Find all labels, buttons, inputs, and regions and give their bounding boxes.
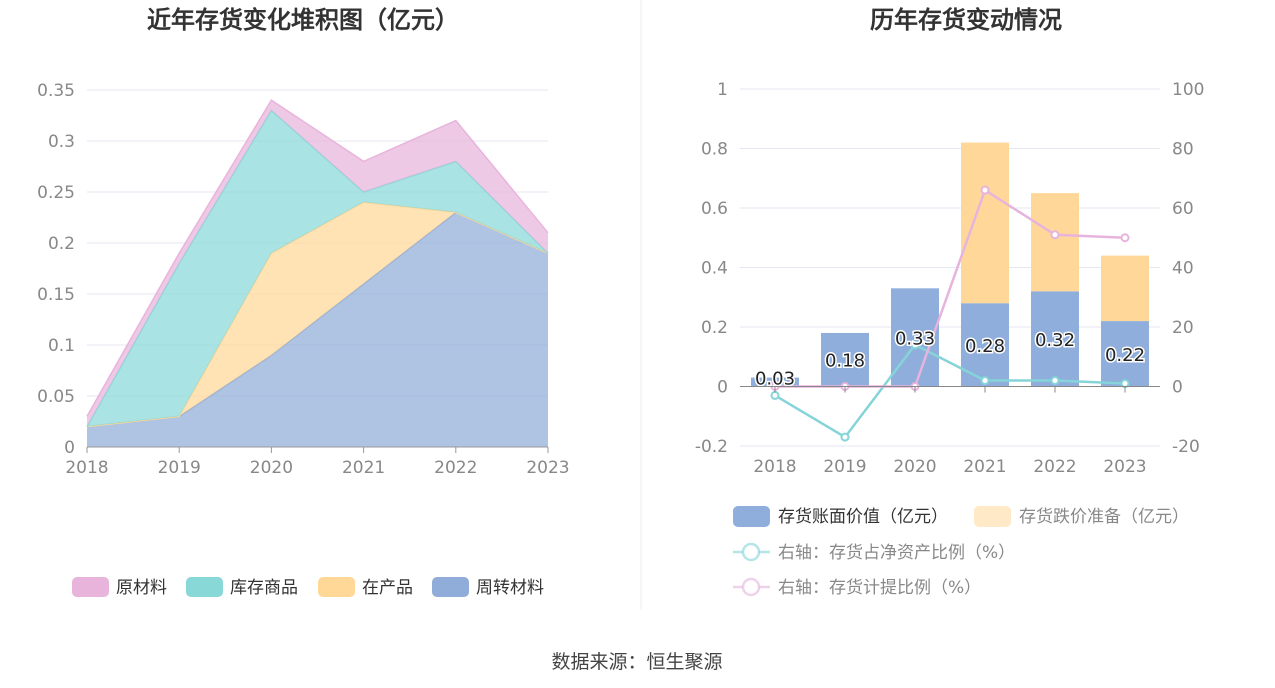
legend-label-line[interactable]: 右轴：存货计提比例（%） xyxy=(778,578,981,598)
legend-label-line[interactable]: 右轴：存货占净资产比例（%） xyxy=(778,543,1015,563)
bar-book-value[interactable] xyxy=(891,288,939,387)
line-point[interactable] xyxy=(980,376,990,386)
left-x-tick: 2019 xyxy=(158,458,201,478)
right-grid xyxy=(740,88,1160,447)
left-y-tick: 0.1 xyxy=(48,336,75,356)
left-legend-swatch[interactable] xyxy=(186,577,223,597)
left-y-tick: 0.3 xyxy=(48,132,75,152)
bar-value-label: 0.32 xyxy=(1035,330,1075,351)
line-point[interactable] xyxy=(1120,379,1130,389)
right-x-tick: 2020 xyxy=(893,457,936,477)
right-y2-tick: -20 xyxy=(1172,437,1200,457)
left-legend-label[interactable]: 原材料 xyxy=(116,578,167,598)
left-areas xyxy=(86,99,549,447)
left-legend-swatch[interactable] xyxy=(432,577,469,597)
line-point[interactable] xyxy=(1050,230,1060,240)
bar-value-label: 0.22 xyxy=(1105,345,1145,366)
left-y-tick: 0.15 xyxy=(37,285,75,305)
left-x-tick: 2021 xyxy=(342,458,385,478)
legend-line-marker[interactable] xyxy=(741,542,761,562)
right-x-tick: 2022 xyxy=(1033,457,1076,477)
stacked-area-chart: 近年存货变化堆积图（亿元） 0 0.05 0.1 0.15 0.2 0.25 0.3 0.35… xyxy=(37,6,569,598)
left-legend-label[interactable]: 库存商品 xyxy=(230,578,298,598)
right-axes: -0.2 0 0.2 0.4 0.6 0.8 1 -20 0 20 40 60 80 100 2018 201… xyxy=(695,80,1205,477)
stacked-bar-line-chart: 历年存货变动情况 0.030.180.33 0.28 0.320.22 -0.200… xyxy=(695,6,1205,598)
legend-swatch-book[interactable] xyxy=(733,506,770,527)
line-series-0 xyxy=(774,343,1126,439)
right-y2-tick: 0 xyxy=(1172,378,1183,398)
right-bar-labels: 0.030.180.33 0.28 0.320.22 xyxy=(753,327,1146,391)
legend-swatch-provision[interactable] xyxy=(974,506,1011,527)
right-x-tick: 2021 xyxy=(963,457,1006,477)
line-point[interactable] xyxy=(910,340,920,350)
left-y-tick: 0.25 xyxy=(37,183,75,203)
right-y-tick: 0.6 xyxy=(701,199,728,219)
bar-book-value[interactable] xyxy=(821,332,869,387)
left-x-tick: 2020 xyxy=(250,458,293,478)
left-legend-label[interactable]: 周转材料 xyxy=(476,578,544,598)
area-2 xyxy=(87,110,548,427)
bar-value-label: 0.33 xyxy=(895,328,935,349)
right-x-tick: 2018 xyxy=(753,457,796,477)
left-y-tick: 0.05 xyxy=(37,387,75,407)
left-legend: 原材料 库存商品 在产品 周转材料 xyxy=(72,577,544,598)
right-x-tick: 2023 xyxy=(1103,457,1146,477)
right-y-tick: 1 xyxy=(717,80,728,100)
legend-line-marker[interactable] xyxy=(741,577,761,597)
right-y-tick: 0 xyxy=(717,378,728,398)
line-point[interactable] xyxy=(840,432,850,442)
left-legend-label[interactable]: 在产品 xyxy=(362,578,413,598)
right-legend: 存货账面价值（亿元） 存货跌价准备（亿元）右轴：存货占净资产比例（%） 右轴：存货计… xyxy=(733,506,1189,598)
left-y-tick: 0.2 xyxy=(48,234,75,254)
left-x-tick: 2018 xyxy=(65,458,108,478)
area-0 xyxy=(87,212,548,447)
left-x-tick: 2023 xyxy=(526,458,569,478)
left-y-tick: 0.35 xyxy=(37,81,75,101)
right-y2-tick: 100 xyxy=(1172,80,1204,100)
bar-book-value[interactable] xyxy=(1031,291,1079,387)
right-y-tick: 0.4 xyxy=(701,259,728,279)
right-y-tick: -0.2 xyxy=(695,437,728,457)
left-y-tick: 0 xyxy=(64,438,75,458)
bar-value-label: 0.18 xyxy=(825,351,865,372)
left-legend-swatch[interactable] xyxy=(72,577,109,597)
line-point[interactable] xyxy=(980,185,990,195)
line-point[interactable] xyxy=(770,390,780,400)
left-legend-swatch[interactable] xyxy=(318,577,355,597)
right-chart-title: 历年存货变动情况 xyxy=(870,6,1062,34)
data-source: 数据来源：恒生聚源 xyxy=(551,651,722,673)
area-edge-3 xyxy=(86,99,549,417)
left-chart-title: 近年存货变化堆积图（亿元） xyxy=(147,6,459,34)
right-y2-tick: 60 xyxy=(1172,199,1194,219)
line-point[interactable] xyxy=(1120,233,1130,243)
bar-provision[interactable] xyxy=(961,142,1009,304)
right-y-tick: 0.8 xyxy=(701,140,728,160)
right-y2-tick: 40 xyxy=(1172,259,1194,279)
right-y2-tick: 20 xyxy=(1172,318,1194,338)
right-bars xyxy=(751,142,1149,387)
legend-label-book[interactable]: 存货账面价值（亿元） xyxy=(778,507,948,527)
bar-provision[interactable] xyxy=(1101,255,1149,322)
right-y2-tick: 80 xyxy=(1172,140,1194,160)
legend-label-provision[interactable]: 存货跌价准备（亿元） xyxy=(1019,507,1189,527)
right-y-tick: 0.2 xyxy=(701,318,728,338)
line-point[interactable] xyxy=(1050,376,1060,386)
left-x-tick: 2022 xyxy=(434,458,477,478)
bar-book-value[interactable] xyxy=(1101,321,1149,387)
bar-provision[interactable] xyxy=(1031,193,1079,292)
area-1 xyxy=(87,202,548,427)
left-axes: 0 0.05 0.1 0.15 0.2 0.25 0.3 0.35 2018 2019 2020 20… xyxy=(37,81,569,478)
bar-value-label: 0.28 xyxy=(965,336,1005,357)
right-x-tick: 2019 xyxy=(823,457,866,477)
